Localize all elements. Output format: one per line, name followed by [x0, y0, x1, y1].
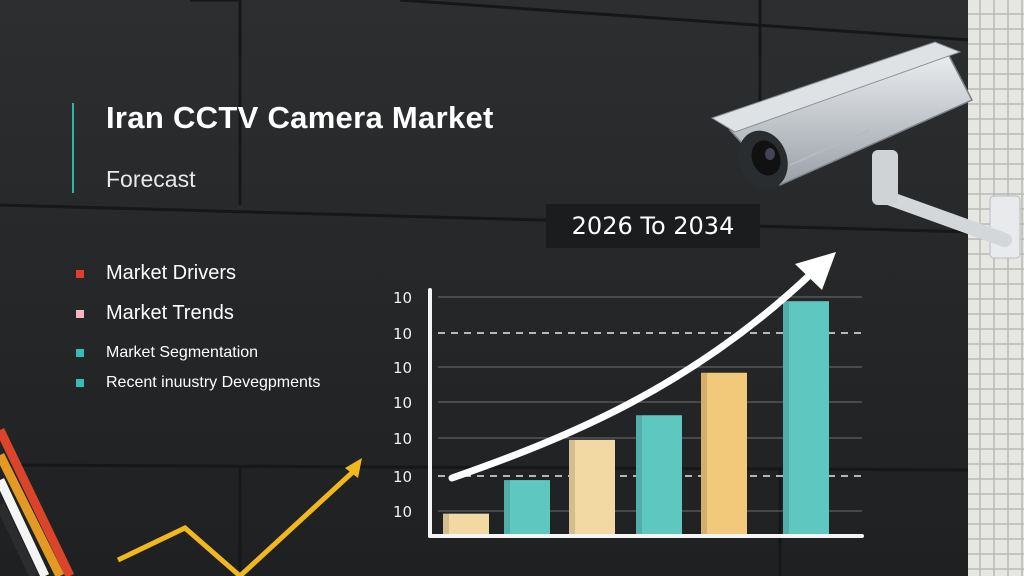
bar-shade: [569, 439, 575, 534]
forecast-period-label: 2026 To 2034: [546, 204, 760, 248]
list-item-label: Market Trends: [106, 302, 234, 324]
page-subtitle: Forecast: [106, 166, 196, 192]
y-tick-label: 10: [393, 359, 412, 377]
y-tick-label: 10: [393, 289, 412, 307]
bar: [783, 301, 829, 534]
y-tick-label: 10: [393, 394, 412, 412]
y-tick-label: 10: [393, 430, 412, 448]
bullet-marker: [76, 379, 84, 387]
bar-shade: [701, 372, 707, 534]
bullet-marker: [76, 310, 84, 318]
list-item-label: Market Segmentation: [106, 344, 259, 361]
trend-arrow-head: [795, 252, 836, 290]
page-title: Iran CCTV Camera Market: [106, 100, 494, 135]
y-tick-label: 10: [393, 468, 412, 486]
y-tick-label: 10: [393, 325, 412, 343]
bar: [504, 480, 550, 534]
bullet-marker: [76, 349, 84, 357]
bar: [569, 439, 615, 534]
trend-arrow-line: [448, 266, 819, 482]
bar: [443, 513, 489, 534]
cctv-camera-icon: [710, 41, 1021, 259]
bar-shade: [783, 301, 789, 534]
title-accent-line: [72, 103, 74, 193]
bar: [701, 372, 747, 534]
list-item-label: Market Drivers: [106, 262, 237, 284]
y-tick-label: 10: [393, 503, 412, 521]
bar-shade: [504, 480, 510, 534]
bar-shade: [636, 415, 642, 534]
list-item-label: Recent inuustry Devegpments: [106, 374, 321, 391]
bar-shade: [443, 513, 449, 534]
yellow-trend-line: [116, 525, 242, 576]
bar: [636, 415, 682, 534]
bullet-marker: [76, 270, 84, 278]
